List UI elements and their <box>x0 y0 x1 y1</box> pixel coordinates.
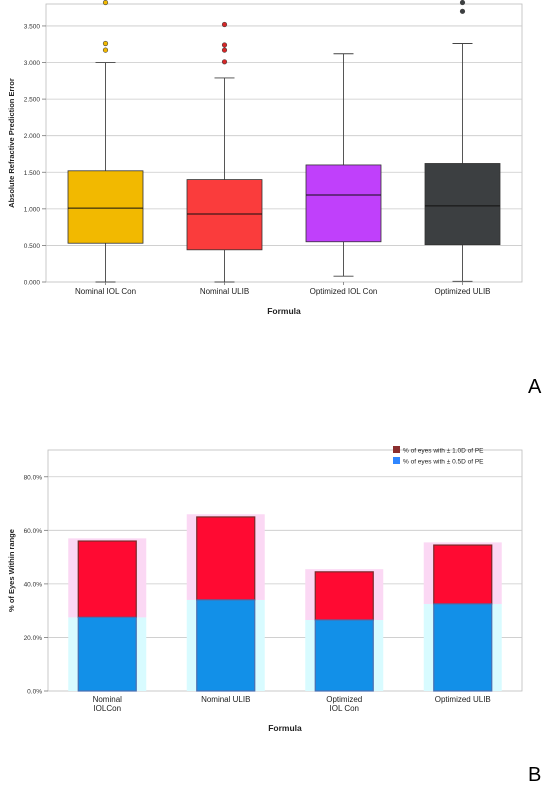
bar-segment <box>314 571 374 621</box>
legend-label: % of eyes with ± 1.0D of PE <box>403 448 484 455</box>
outlier-point <box>102 47 109 53</box>
y-tick-label: 1.000 <box>24 206 41 213</box>
outlier-point <box>221 47 228 53</box>
y-tick-label: 60.0% <box>24 528 43 535</box>
box <box>424 163 501 246</box>
panel-label-b: B <box>528 764 542 786</box>
outlier-point <box>459 8 466 14</box>
outlier-point <box>221 42 228 48</box>
x-axis-label: Formula <box>267 306 301 316</box>
y-tick-label: 40.0% <box>24 581 43 588</box>
y-axis-label: Absolute Refractive Prediction Error <box>7 78 16 208</box>
outlier-point <box>221 59 228 65</box>
y-tick-label: 0.500 <box>24 243 41 250</box>
x-tick-label: Nominal IOL Con <box>75 287 136 296</box>
boxplot-chart: 0.000 0.500 1.000 1.500 2.000 2.500 3.000 3.500… <box>7 0 523 316</box>
x-tick-label: IOLCon <box>93 704 121 713</box>
legend-swatch <box>393 457 400 464</box>
y-tick-label: 80.0% <box>24 474 43 481</box>
outlier-point <box>102 0 109 6</box>
x-tick-label: IOL Con <box>330 704 360 713</box>
bar-segment <box>196 599 256 692</box>
legend-label: % of eyes with ± 0.5D of PE <box>403 459 484 466</box>
x-tick-label: Optimized ULIB <box>434 287 490 296</box>
box <box>186 179 263 251</box>
bar-segment <box>314 619 374 692</box>
x-tick-label: Optimized ULIB <box>435 695 491 704</box>
x-tick-label: Optimized IOL Con <box>310 287 378 296</box>
box <box>305 164 382 243</box>
x-tick-label: Nominal <box>93 695 123 704</box>
y-tick-label: 3.000 <box>24 60 41 67</box>
x-tick-label: Nominal ULIB <box>201 695 250 704</box>
y-tick-label: 3.500 <box>24 23 41 30</box>
outlier-point <box>221 21 228 28</box>
legend-swatch <box>393 446 400 453</box>
bar-segment <box>196 516 256 601</box>
y-tick-label: 1.500 <box>24 170 41 177</box>
y-tick-label: 0.0% <box>27 689 42 696</box>
y-axis-label: % of Eyes Within range <box>7 529 16 612</box>
y-tick-label: 2.000 <box>24 133 41 140</box>
x-tick-label: Optimized <box>326 695 362 704</box>
panel-label-a: A <box>528 376 542 398</box>
stacked-bar-chart: 0.0% 20.0% 40.0% 60.0% 80.0% % of Eyes Within… <box>7 446 523 733</box>
outlier-point <box>102 40 109 47</box>
y-tick-label: 0.000 <box>24 280 41 287</box>
y-tick-label: 2.500 <box>24 97 41 104</box>
bar-segment <box>433 603 493 692</box>
bar-segment <box>77 616 137 692</box>
bar-segment <box>77 540 137 618</box>
x-axis-label: Formula <box>268 723 302 733</box>
x-tick-label: Nominal ULIB <box>200 287 249 296</box>
y-tick-label: 20.0% <box>24 635 43 642</box>
box <box>67 170 144 244</box>
outlier-point <box>459 0 466 6</box>
bar-segment <box>433 544 493 605</box>
